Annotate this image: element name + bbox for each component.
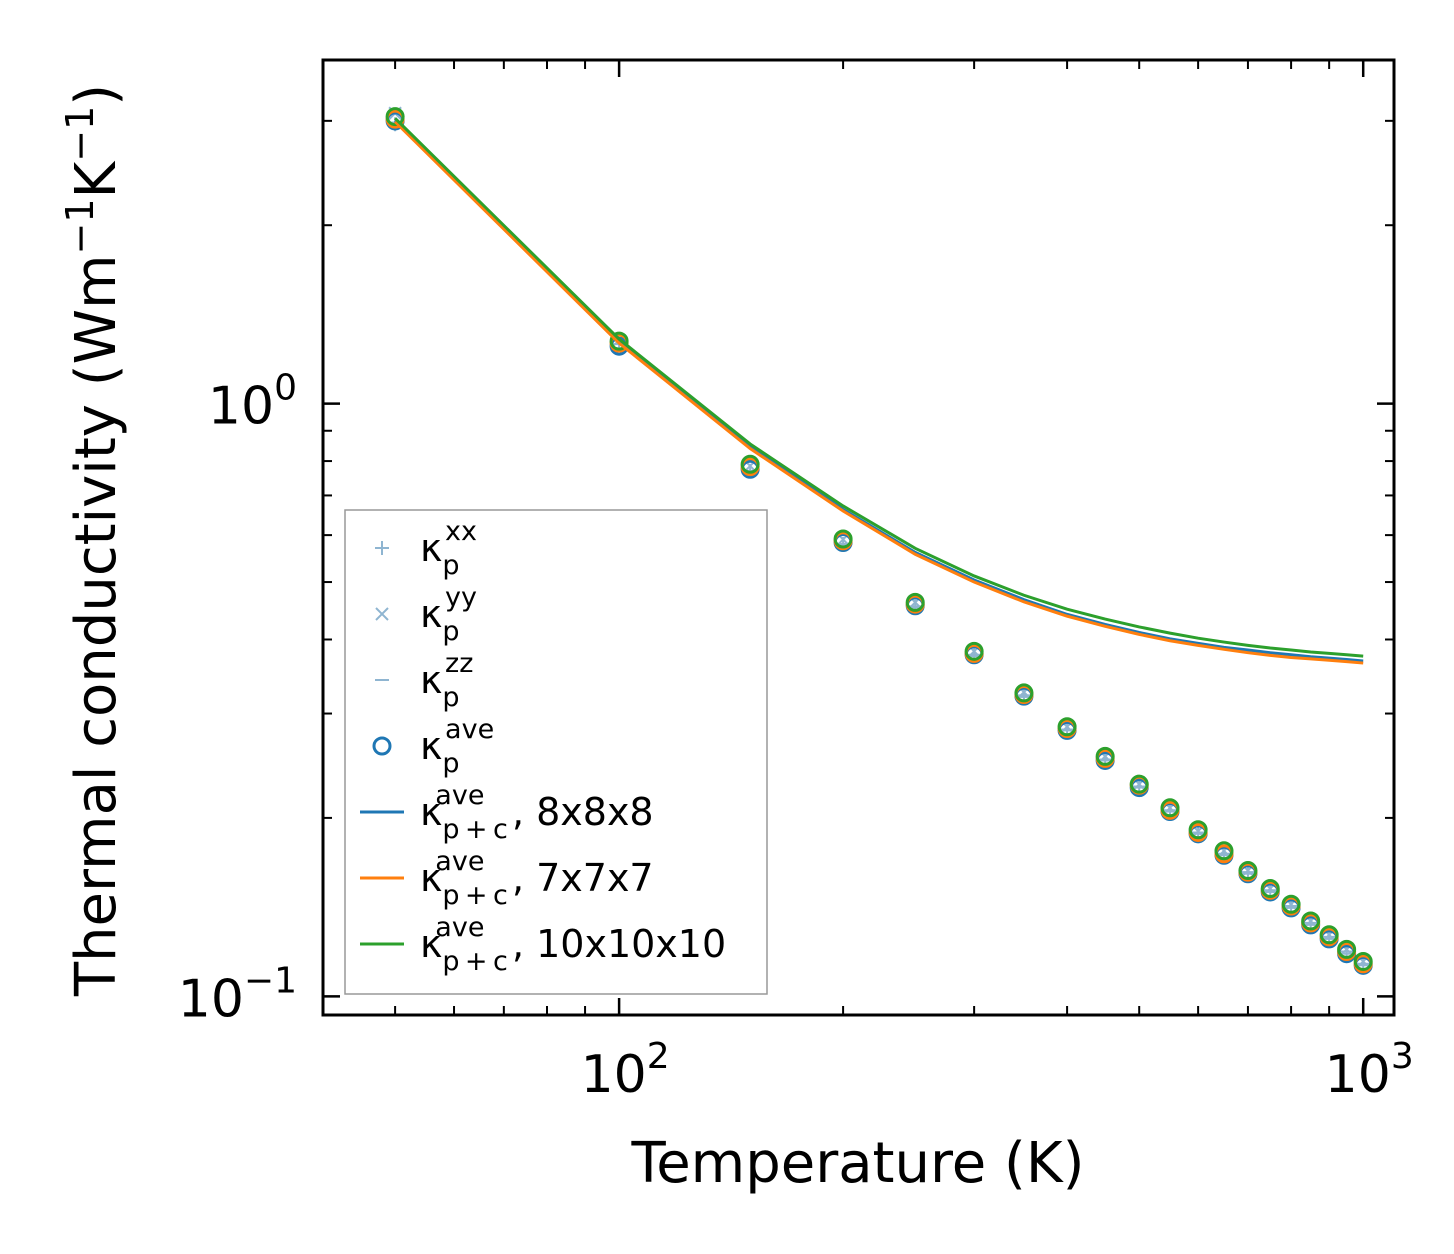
legend-label: κpyy <box>420 582 477 647</box>
legend-label: κp + cave, 7x7x7 <box>420 846 654 911</box>
kappa_p_xx-point <box>1284 899 1299 914</box>
kappa_p_ave_10-point <box>1337 939 1357 959</box>
series-kappa_pc_ave_7x7x7-line <box>394 120 1364 665</box>
kappa_p_xx-point <box>1263 883 1278 898</box>
y-axis-label-exp-2: −1 <box>58 106 102 162</box>
series-layer <box>385 106 1373 975</box>
y-axis-label-unit-k: K <box>64 160 129 198</box>
legend-frame <box>344 509 768 995</box>
kappa_p_ave_10-point <box>1301 911 1321 931</box>
kappa_p_ave_10-point <box>1129 774 1149 794</box>
y-axis-label-main: Thermal conductivity (Wm <box>64 254 129 997</box>
kappa_p_ave_10-point <box>1188 820 1208 840</box>
legend-entry-kappa_pc_ave_7x7x7: κp + cave, 7x7x7 <box>360 846 654 911</box>
legend-entry-kappa_p_xx: κpxx <box>375 516 477 581</box>
y-axis-label-close: ) <box>64 84 129 106</box>
plot-frame <box>321 58 1396 1017</box>
kappa_p_ave_10-point <box>1281 894 1301 914</box>
kappa_p_ave_10-point <box>740 454 760 474</box>
y-tick-label: 10−1 <box>178 960 297 1029</box>
legend-entry-kappa_p_yy: κpyy <box>375 582 477 647</box>
x-tick-label: 103 <box>1325 1036 1414 1105</box>
x-tick-label: 102 <box>581 1036 670 1105</box>
legend-entry-kappa_pc_ave_8x8x8: κp + cave, 8x8x8 <box>360 780 654 845</box>
kappa_p_ave_10-point <box>1319 925 1339 945</box>
legend-label: κpave <box>420 714 494 779</box>
kappa_p_xx-point <box>1240 865 1255 880</box>
series-kappa_pc_ave_10x10x10-line <box>394 117 1364 658</box>
legend-marker-swatch <box>375 607 389 621</box>
legend-label: κpxx <box>420 516 477 581</box>
legend-entry-kappa_p_ave_8: κpave <box>372 714 494 779</box>
series-kappa_p_ave_10 <box>385 107 1373 971</box>
kappa_p_ave_10-point <box>1160 798 1180 818</box>
series-kappa_p_zz <box>388 121 1371 967</box>
kappa_p_ave_10-point <box>1014 683 1034 703</box>
legend-entry-kappa_pc_ave_10x10x10: κp + cave, 10x10x10 <box>360 912 726 977</box>
y-tick-label: 100 <box>208 368 297 437</box>
kappa_p_ave_10-point <box>833 529 853 549</box>
legend-label: κp + cave, 8x8x8 <box>420 780 654 845</box>
y-axis-label-exp-1: −1 <box>58 198 102 254</box>
kappa_p_ave_10-point <box>1057 717 1077 737</box>
kappa_p_ave_10-point <box>385 107 405 127</box>
x-axis-label: Temperature (K) <box>631 1131 1085 1196</box>
kappa_p_ave_10-point <box>1214 841 1234 861</box>
kappa_p_ave_10-point <box>1353 951 1373 971</box>
kappa_p_ave_10-point <box>1260 879 1280 899</box>
major-ticks <box>323 60 1394 1015</box>
kappa_p_ave_10-point <box>1095 746 1115 766</box>
kappa_p_ave_10-point <box>964 641 984 661</box>
legend-label: κpzz <box>420 648 473 713</box>
kappa_p_ave_10-point <box>1238 861 1258 881</box>
legend-marker-swatch <box>375 541 389 555</box>
legend-marker-swatch <box>372 736 392 756</box>
legend-entry-kappa_p_zz: κpzz <box>375 648 473 713</box>
kappa_p_ave_10-point <box>905 592 925 612</box>
legend-label: κp + cave, 10x10x10 <box>420 912 726 977</box>
kappa_p_ave_10-point <box>609 331 629 351</box>
y-axis-label: Thermal conductivity (Wm−1K−1) <box>58 84 129 997</box>
tick-labels: 102 103 100 10−1 <box>178 368 1414 1105</box>
